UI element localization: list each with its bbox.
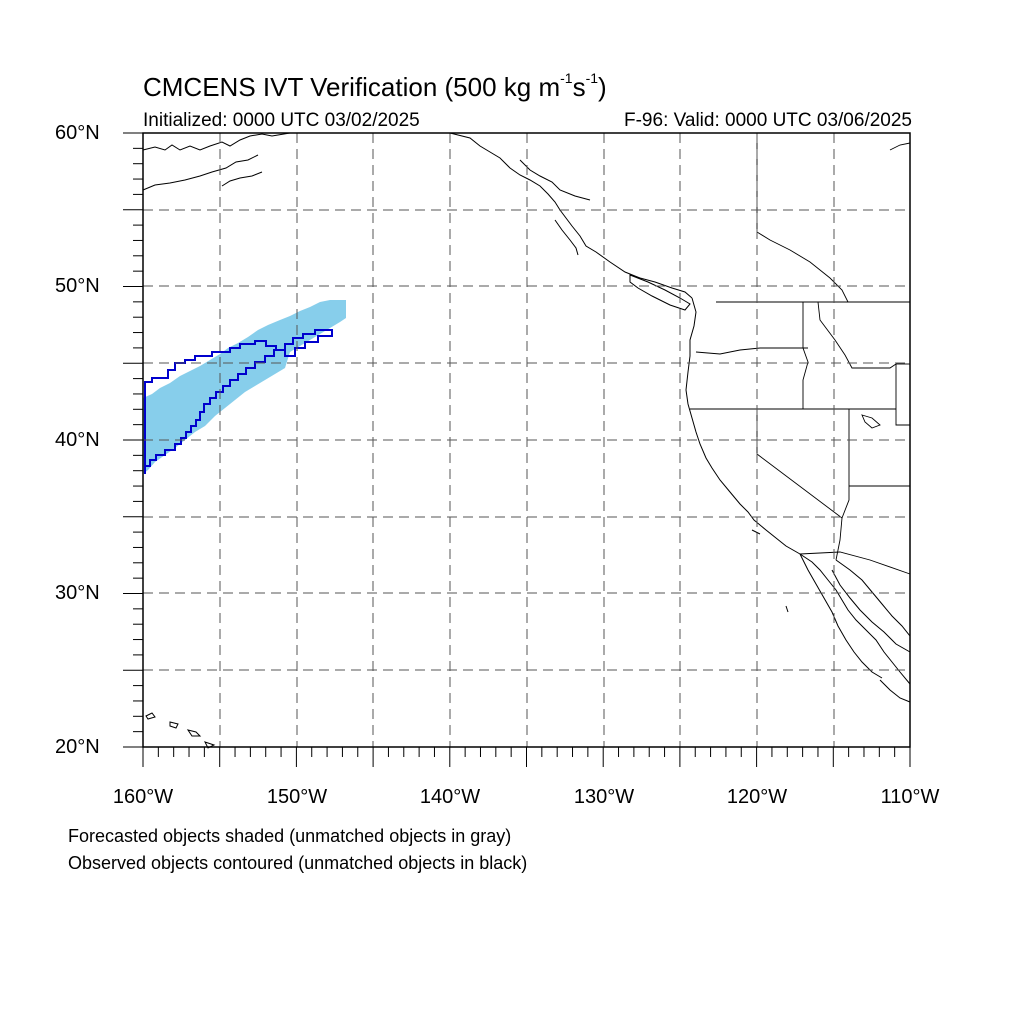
lat-label-60n: 60°N [55,122,100,144]
lat-label-40n: 40°N [55,429,100,451]
forecast-ivt-object [143,300,346,474]
lat-label-50n: 50°N [55,275,100,297]
lon-label-140w: 140°W [419,786,481,808]
observed-ivt-contour [144,329,333,474]
coastlines [142,132,911,749]
valid-time-label: F-96: Valid: 0000 UTC 03/06/2025 [624,110,912,131]
init-time-label: Initialized: 0000 UTC 03/02/2025 [143,110,420,131]
state-borders [690,133,911,575]
axis-ticks [123,132,911,767]
footnote-observed: Observed objects contoured (unmatched ob… [68,853,528,873]
chart-title: CMCENS IVT Verification (500 kg m-1s-1) [143,70,607,102]
footnote-forecast: Forecasted objects shaded (unmatched obj… [68,826,512,846]
lon-label-150w: 150°W [266,786,328,808]
lon-label-160w: 160°W [112,786,174,808]
graticule [143,133,910,747]
lon-label-120w: 120°W [726,786,788,808]
lon-label-110w: 110°W [880,786,940,808]
lon-label-130w: 130°W [573,786,635,808]
lat-label-30n: 30°N [55,582,100,604]
lat-label-20n: 20°N [55,736,100,758]
